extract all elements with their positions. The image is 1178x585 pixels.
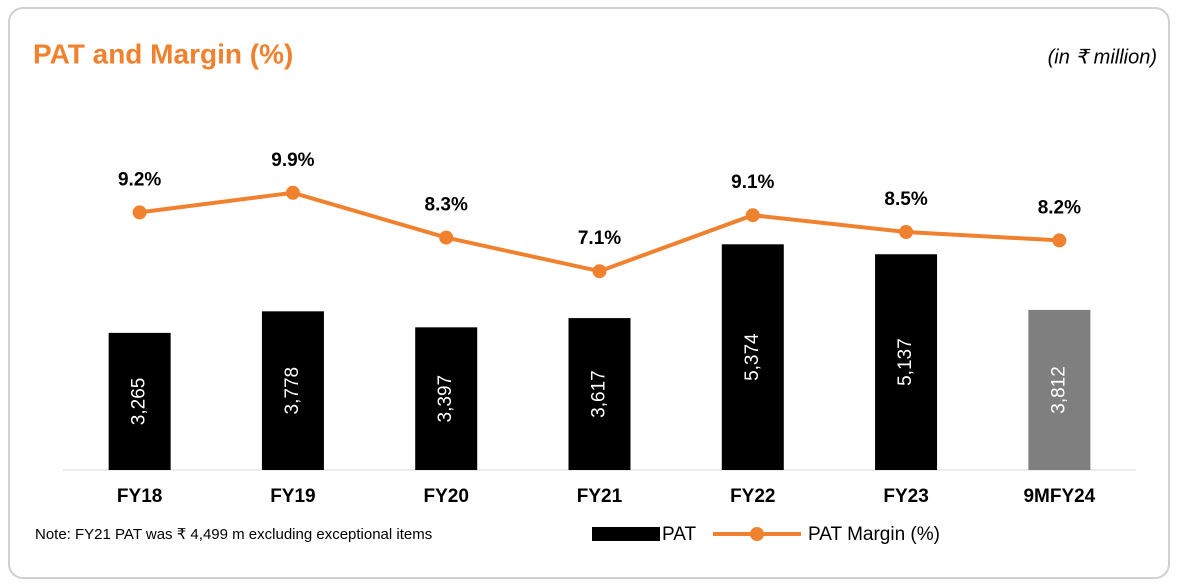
bar-value-label: 5,137 <box>895 338 916 386</box>
x-tick-label: FY23 <box>883 486 928 507</box>
bar <box>261 311 324 470</box>
point <box>745 208 760 223</box>
bar-value-label: 3,812 <box>1048 366 1069 414</box>
bar-value-label: 3,397 <box>435 375 456 423</box>
point-value-label: 8.5% <box>884 189 927 210</box>
bar-value-label: 3,265 <box>129 378 150 426</box>
point-value-label: 8.2% <box>1038 197 1081 218</box>
x-tick-label: FY21 <box>577 486 623 507</box>
bar <box>568 318 631 470</box>
note: Note: FY21 PAT was ₹ 4,499 m excluding e… <box>35 526 432 543</box>
bar <box>1028 309 1091 470</box>
point-value-label: 9.2% <box>118 169 161 190</box>
bar-value-label: 3,778 <box>282 367 303 415</box>
point <box>1052 233 1067 248</box>
point <box>592 264 607 279</box>
x-tick-label: FY22 <box>730 486 775 507</box>
point <box>899 225 914 239</box>
point <box>285 185 300 200</box>
point <box>132 205 147 220</box>
x-tick-label: FY20 <box>424 486 469 507</box>
legend-swatch <box>750 527 764 541</box>
bar-value-label: 3,617 <box>589 370 610 418</box>
subtitle: (in ₹ million) <box>1048 46 1157 68</box>
bar-value-label: 5,374 <box>742 333 763 381</box>
chart-title: PAT and Margin (%) <box>33 38 293 69</box>
legend-label: PAT Margin (%) <box>808 524 940 545</box>
legend-label: PAT <box>662 524 697 545</box>
point <box>439 230 454 245</box>
point-value-label: 9.9% <box>271 150 314 171</box>
bar <box>721 244 784 470</box>
x-tick-label: FY18 <box>117 486 162 507</box>
x-tick-label: 9MFY24 <box>1023 486 1095 507</box>
point-value-label: 7.1% <box>578 228 621 249</box>
bar <box>875 254 938 470</box>
point-value-label: 8.3% <box>425 195 468 216</box>
bar <box>108 332 171 470</box>
bar <box>415 327 478 470</box>
point-value-label: 9.1% <box>731 172 774 193</box>
x-tick-label: FY19 <box>270 486 315 507</box>
legend-swatch <box>592 527 660 541</box>
